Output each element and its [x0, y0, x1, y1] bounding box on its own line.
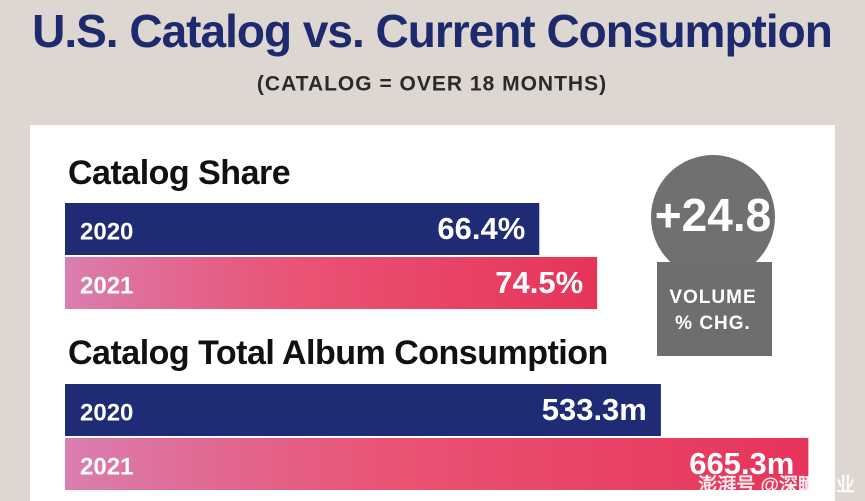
value-label: 533.3m	[542, 392, 647, 427]
badge-line: VOLUME	[669, 287, 756, 308]
category-label: 2021	[80, 453, 133, 480]
bar	[65, 257, 598, 309]
badge-box	[657, 262, 772, 356]
badge-circle	[651, 155, 775, 279]
bar	[65, 384, 661, 436]
value-label: 66.4%	[437, 211, 525, 246]
bar	[65, 438, 809, 490]
value-label: 665.3m	[689, 446, 794, 481]
category-label: 2020	[80, 218, 133, 245]
value-label: 74.5%	[495, 265, 583, 300]
charts: Catalog Share 2020 66.4% 2021 74.5% Catalog T…	[65, 154, 809, 490]
volume-badge: +24.8 VOLUME % CHG.	[651, 155, 775, 356]
title: U.S. Catalog vs. Current Consumption	[32, 5, 832, 57]
category-label: 2020	[80, 399, 133, 426]
category-label: 2021	[80, 272, 133, 299]
watermark: 澎湃号 @深瞳商业	[698, 473, 855, 496]
chart-title: Catalog Share	[68, 154, 290, 192]
badge-line: % CHG.	[675, 313, 751, 334]
chart-title: Catalog Total Album Consumption	[68, 334, 608, 372]
bar	[65, 203, 540, 255]
subtitle: (CATALOG = OVER 18 MONTHS)	[257, 73, 607, 96]
badge-value: +24.8	[655, 189, 771, 241]
